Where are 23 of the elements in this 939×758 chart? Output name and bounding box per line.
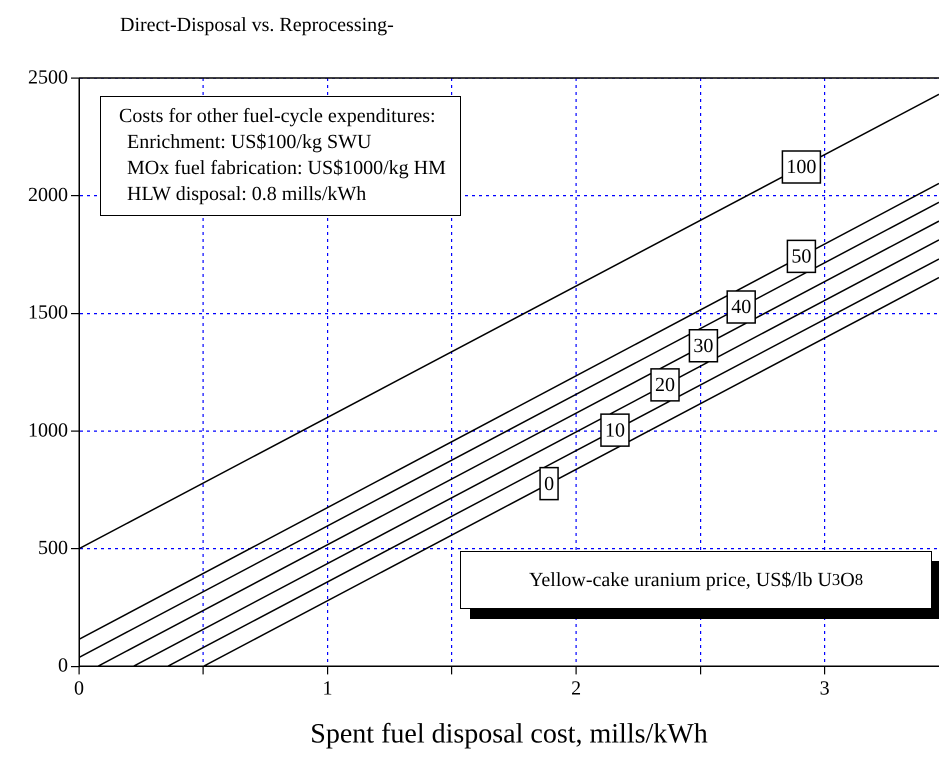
annotation: MOx fuel fabrication: US$1000/kg HM — [126, 156, 446, 181]
annotation: Costs for other fuel-cycle expenditures: — [119, 104, 437, 129]
series-label: 20 — [655, 374, 676, 396]
annotation: Enrichment: US$100/kg SWU — [126, 130, 372, 155]
annotation: HLW disposal: 0.8 mills/kWh — [126, 182, 368, 207]
y-tick-label: 1500 — [28, 302, 68, 324]
series-label: 50 — [791, 246, 812, 268]
y-tick-label: 1000 — [28, 419, 68, 442]
series-label: 0 — [544, 472, 554, 495]
y-tick-label: 0 — [58, 654, 68, 677]
y-tick-label: 2500 — [28, 66, 68, 88]
y-tick-label: 500 — [38, 536, 68, 559]
series-label: 10 — [604, 419, 625, 442]
x-tick-label: 1 — [322, 678, 333, 700]
x-tick-label: 0 — [74, 678, 84, 700]
x-tick-label: 2 — [571, 678, 582, 700]
chart-title: Direct-Disposal vs. Reprocessing- — [120, 14, 394, 37]
series-label: 30 — [693, 335, 714, 358]
x-axis-title: Spent fuel disposal cost, mills/kWh — [310, 718, 708, 750]
series-label: 40 — [731, 296, 752, 318]
x-tick-label: 3 — [820, 678, 830, 700]
y-tick-label: 2000 — [28, 184, 68, 206]
series-label: 100 — [786, 156, 816, 178]
